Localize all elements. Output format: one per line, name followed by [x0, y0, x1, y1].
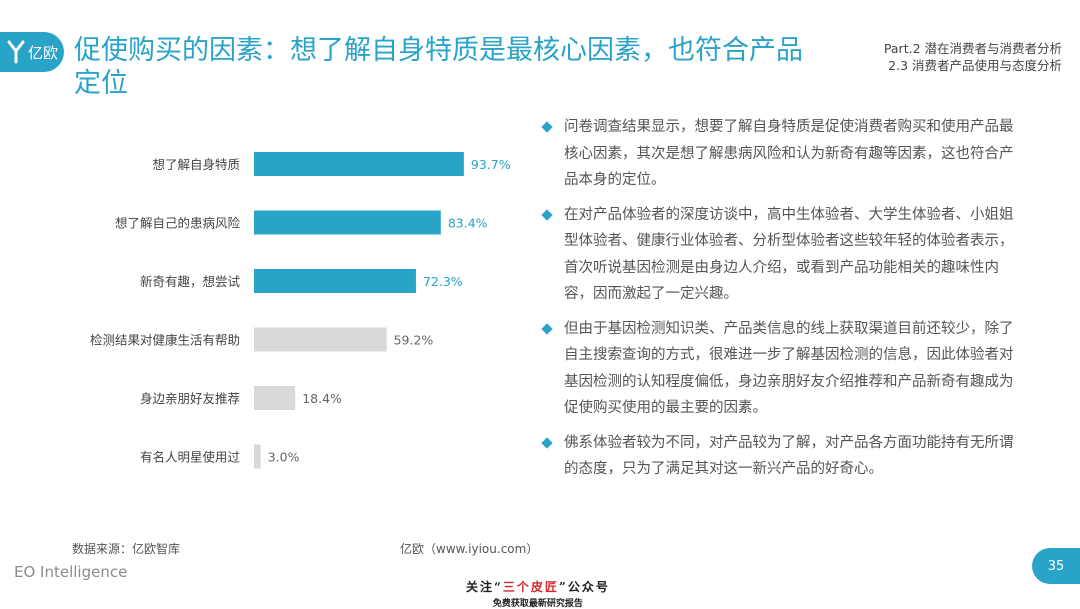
- value-label: 93.7%: [471, 157, 511, 172]
- brand-name: EO Intelligence: [14, 563, 128, 581]
- diamond-bullet-icon: [541, 436, 553, 449]
- category-label: 检测结果对健康生活有帮助: [90, 333, 240, 348]
- logo-text: 亿欧: [28, 43, 59, 62]
- value-label: 72.3%: [423, 274, 463, 289]
- diamond-bullet-icon: [541, 208, 553, 221]
- diamond-bullet-icon: [541, 322, 553, 335]
- page-number: 35: [1032, 548, 1080, 584]
- category-label: 有名人明星使用过: [140, 450, 241, 465]
- bar: [254, 210, 441, 235]
- bullet-text: 在对产品体验者的深度访谈中，高中生体验者、大学生体验者、小姐姐型体验者、健康行业…: [564, 206, 1014, 303]
- value-label: 18.4%: [302, 391, 342, 406]
- section-label: Part.2 潜在消费者与消费者分析 2.3 消费者产品使用与态度分析: [884, 40, 1062, 74]
- category-label: 想了解自己的患病风险: [115, 216, 241, 231]
- bullet-item: 但由于基因检测知识类、产品类信息的线上获取渠道目前还较少，除了自主搜索查询的方式…: [540, 316, 1020, 422]
- bar: [254, 152, 464, 176]
- section-part: Part.2 潜在消费者与消费者分析: [883, 41, 1062, 56]
- bar: [254, 327, 387, 352]
- page-title: 促使购买的因素：想了解自身特质是最核心因素，也符合产品定位: [74, 35, 803, 99]
- bullet-item: 问卷调查结果显示，想要了解自身特质是促使消费者购买和使用产品最核心因素，其次是想…: [540, 114, 1020, 194]
- watermark: 关注“三个皮匠”公众号 免费获取最新研究报告: [466, 578, 610, 609]
- bullet-text: 佛系体验者较为不同，对产品较为了解，对产品各方面功能持有无所谓的态度，只为了满足…: [564, 434, 1014, 478]
- bar: [254, 444, 261, 469]
- bullet-text: 但由于基因检测知识类、产品类信息的线上获取渠道目前还较少，除了自主搜索查询的方式…: [564, 320, 1014, 417]
- category-label: 身边亲朋好友推荐: [140, 391, 240, 406]
- bullet-item: 佛系体验者较为不同，对产品较为了解，对产品各方面功能持有无所谓的态度，只为了满足…: [540, 430, 1020, 483]
- bullet-item: 在对产品体验者的深度访谈中，高中生体验者、大学生体验者、小姐姐型体验者、健康行业…: [540, 202, 1020, 308]
- bar: [254, 269, 416, 293]
- value-label: 3.0%: [268, 450, 300, 465]
- bullet-text: 问卷调查结果显示，想要了解自身特质是促使消费者购买和使用产品最核心因素，其次是想…: [564, 119, 1014, 188]
- bar: [254, 386, 296, 410]
- watermark-line1: 关注“三个皮匠”公众号: [466, 580, 610, 594]
- data-source: 数据来源：亿欧智库: [72, 542, 181, 556]
- logo-icon: [7, 40, 25, 64]
- value-label: 59.2%: [394, 333, 434, 348]
- bar-chart: 想了解自身特质 93.7% 想了解自己的患病风险 83.4% 新奇有趣，想尝试 72.3%…: [90, 152, 511, 469]
- watermark-line2: 免费获取最新研究报告: [492, 599, 583, 609]
- category-label: 想了解自身特质: [152, 157, 240, 172]
- category-label: 新奇有趣，想尝试: [140, 274, 241, 289]
- bullet-list: 问卷调查结果显示，想要了解自身特质是促使消费者购买和使用产品最核心因素，其次是想…: [540, 114, 1020, 491]
- diamond-bullet-icon: [541, 121, 553, 133]
- section-sub: 2.3 消费者产品使用与态度分析: [888, 58, 1062, 73]
- site-url: 亿欧（www.iyiou.com）: [400, 542, 539, 556]
- logo: 亿欧: [0, 32, 64, 72]
- value-label: 83.4%: [448, 216, 488, 231]
